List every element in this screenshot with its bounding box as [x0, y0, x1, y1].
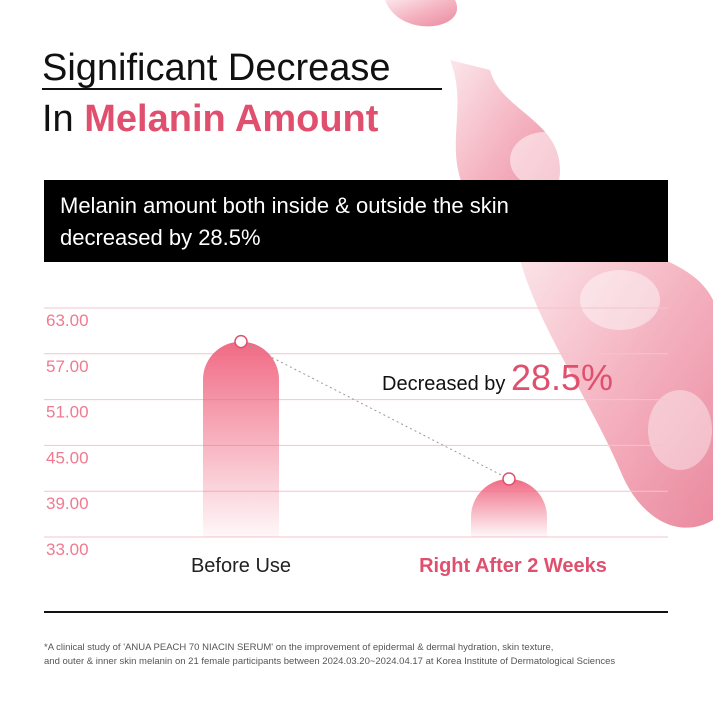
title-line1: Significant Decrease — [42, 47, 391, 89]
plot: 33.00 39.00 45.00 51.00 57.00 63.00 Before Use… — [44, 307, 668, 577]
y-tick-label: 51.00 — [46, 403, 89, 422]
title-prefix: In — [42, 98, 74, 140]
x-tick-label: Before Use — [191, 555, 291, 577]
title-line2: In Melanin Amount — [42, 98, 379, 140]
dropper-decoration — [385, 0, 713, 528]
annotation: Decreased by 28.5% — [382, 357, 613, 398]
callout-box — [44, 180, 668, 262]
footnote: *A clinical study of 'ANUA PEACH 70 NIAC… — [44, 642, 553, 653]
y-tick-label: 63.00 — [46, 311, 89, 330]
footnote: and outer & inner skin melanin on 21 fem… — [44, 656, 615, 667]
connector — [240, 341, 510, 480]
title-highlight: Melanin Amount — [84, 98, 378, 140]
bar — [203, 341, 279, 537]
y-tick-label: 39.00 — [46, 494, 89, 513]
bar — [471, 478, 547, 537]
y-tick-label: 33.00 — [46, 540, 89, 559]
y-tick-label: 45.00 — [46, 448, 89, 467]
callout-line: Melanin amount both inside & outside the… — [60, 193, 509, 218]
x-tick-label: Right After 2 Weeks — [419, 555, 607, 577]
annotation-prefix: Decreased by — [382, 373, 505, 395]
value-dot — [502, 472, 516, 486]
y-tick-label: 57.00 — [46, 357, 89, 376]
value-dot — [234, 334, 248, 349]
callout-line: decreased by 28.5% — [60, 225, 261, 250]
annotation-value: 28.5% — [511, 357, 613, 398]
